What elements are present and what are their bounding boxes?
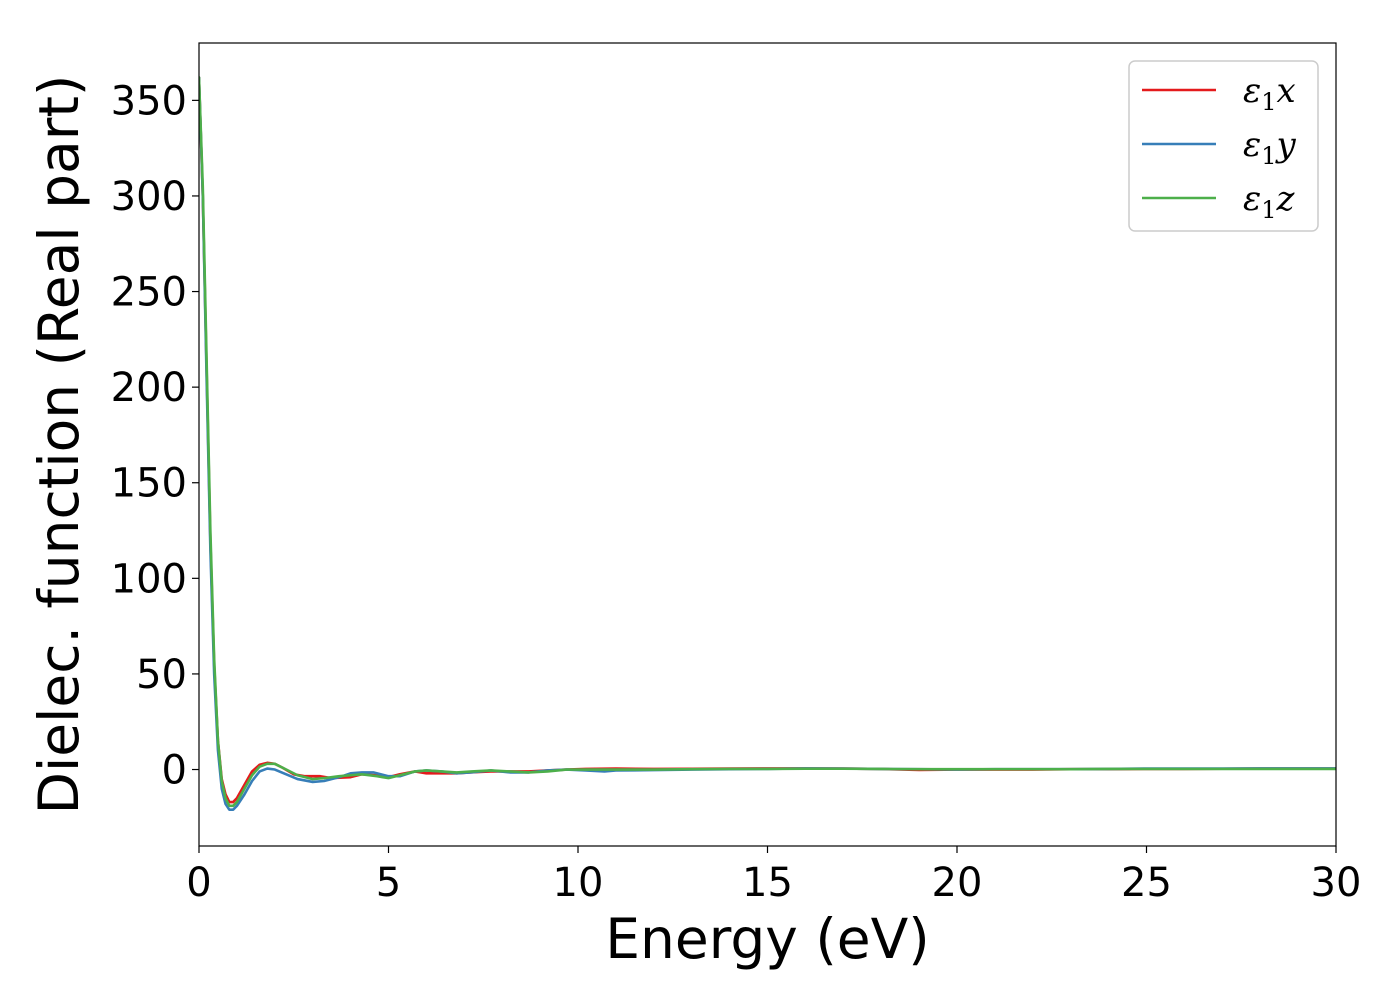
legend-label-x: ε1x: [1243, 71, 1296, 116]
legend-label-z: ε1z: [1243, 179, 1296, 224]
x-tick-label: 15: [742, 860, 793, 906]
y-axis-label: Dielec. function (Real part): [27, 75, 91, 815]
x-tick-label: 10: [553, 860, 604, 906]
y-tick-label: 200: [111, 365, 187, 411]
y-tick-label: 100: [111, 556, 187, 602]
legend: ε1x ε1y ε1z: [1128, 60, 1319, 232]
y-tick-label: 50: [136, 652, 187, 698]
x-tick-label: 5: [376, 860, 401, 906]
y-tick-label: 300: [111, 174, 187, 220]
x-tick-label: 20: [932, 860, 983, 906]
y-tick-label: 0: [162, 748, 187, 794]
legend-label-y: ε1y: [1243, 125, 1297, 170]
y-axis-ticks: 0 50 100 150 200 250 300 350: [111, 78, 199, 794]
x-tick-label: 30: [1311, 860, 1362, 906]
series-line-z: [199, 76, 1336, 808]
plot-lines: [199, 76, 1336, 811]
x-axis-ticks: 0 5 10 15 20 25 30: [186, 846, 1361, 906]
y-tick-label: 150: [111, 461, 187, 507]
x-tick-label: 0: [186, 860, 211, 906]
y-tick-label: 350: [111, 78, 187, 124]
legend-box: [1128, 60, 1319, 232]
x-tick-label: 25: [1121, 860, 1172, 906]
y-tick-label: 250: [111, 270, 187, 316]
x-axis-label: Energy (eV): [605, 907, 929, 971]
